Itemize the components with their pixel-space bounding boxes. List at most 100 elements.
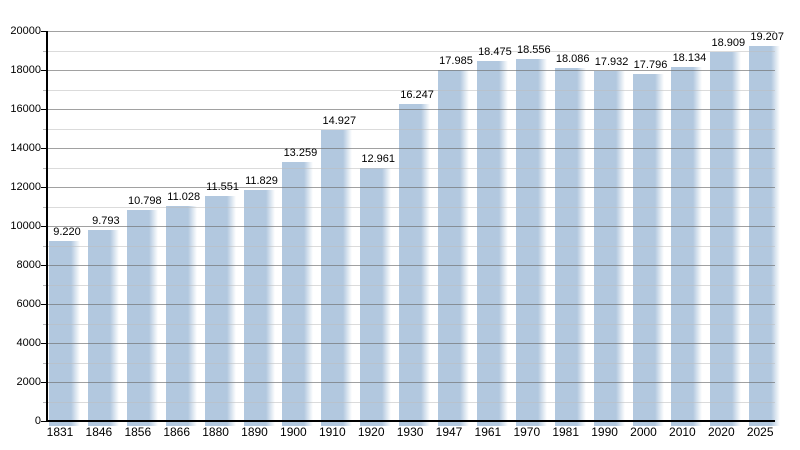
y-gridline-minor — [47, 206, 775, 208]
bar-value-label: 17.796 — [633, 58, 668, 71]
x-tick-label: 1920 — [357, 425, 385, 439]
bar — [671, 67, 703, 426]
bar-value-label: 13.259 — [283, 147, 318, 160]
y-tick-label: 2000 — [16, 376, 41, 388]
y-tick-label: 20000 — [10, 25, 41, 37]
bar — [438, 70, 469, 426]
bar-value-label: 18.086 — [555, 53, 590, 66]
y-axis-minor-tick — [43, 167, 47, 169]
y-axis-tick — [41, 70, 47, 71]
y-gridline-major — [47, 343, 775, 344]
y-axis-minor-tick — [43, 128, 47, 130]
y-gridline-minor — [47, 167, 775, 169]
x-tick-label: 1910 — [318, 425, 346, 439]
x-tick-label: 2020 — [707, 425, 735, 439]
y-axis-tick — [41, 148, 47, 149]
bar — [126, 210, 158, 426]
x-tick-label: 1947 — [435, 425, 463, 439]
y-tick-label: 6000 — [16, 298, 41, 310]
bar — [710, 52, 742, 426]
x-tick-label: 1880 — [202, 425, 229, 439]
y-gridline-minor — [47, 362, 775, 364]
y-axis-line — [46, 31, 48, 422]
y-tick-label: 14000 — [10, 142, 41, 154]
y-axis-minor-tick — [43, 50, 47, 52]
x-tick-label: 1970 — [513, 425, 541, 439]
y-axis-tick — [41, 421, 47, 422]
bar-value-label: 11.829 — [245, 175, 278, 188]
y-axis-tick — [41, 187, 47, 188]
x-tick-label: 1866 — [163, 425, 191, 439]
x-tick-label: 1930 — [396, 425, 424, 439]
y-gridline-major — [47, 382, 775, 383]
y-gridline-minor — [47, 128, 775, 130]
y-tick-label: 18000 — [10, 64, 41, 76]
y-tick-label: 16000 — [10, 103, 41, 115]
y-tick-label: 12000 — [10, 181, 41, 193]
bar-value-label: 19.207 — [750, 31, 785, 44]
x-tick-label: 1846 — [85, 425, 113, 439]
bar-value-label: 18.134 — [672, 52, 707, 65]
y-axis-tick — [41, 265, 47, 266]
y-axis-minor-tick — [43, 206, 47, 208]
y-gridline-major — [47, 148, 775, 149]
bar-value-label: 18.909 — [711, 37, 746, 50]
y-axis-tick — [41, 343, 47, 344]
y-axis-tick — [41, 31, 47, 32]
y-gridline-major — [47, 70, 775, 71]
x-tick-label: 1900 — [280, 425, 307, 439]
x-tick-label: 1890 — [241, 425, 268, 439]
bar — [87, 230, 119, 426]
bar — [360, 168, 392, 426]
bar — [632, 73, 664, 426]
y-tick-label: 10000 — [10, 220, 41, 232]
y-axis-minor-tick — [43, 284, 47, 286]
bar — [282, 162, 314, 426]
bar-value-label: 17.985 — [439, 55, 473, 68]
bar-value-label: 10.798 — [127, 195, 162, 208]
y-axis-tick — [41, 109, 47, 110]
y-gridline-minor — [47, 245, 775, 247]
y-axis-minor-tick — [43, 323, 47, 325]
bar-value-label: 12.961 — [361, 153, 396, 166]
y-gridline-major — [47, 109, 775, 110]
bar — [49, 241, 80, 426]
bar-value-label: 11.551 — [206, 180, 239, 193]
bar — [243, 190, 275, 426]
bar-value-label: 17.932 — [594, 56, 629, 69]
x-tick-label: 2010 — [669, 425, 696, 439]
y-axis-tick — [41, 226, 47, 227]
y-tick-label: 0 — [34, 415, 41, 427]
bar-value-label: 9.793 — [92, 215, 120, 228]
bar — [554, 68, 586, 426]
y-axis-tick — [41, 304, 47, 305]
y-gridline-major — [47, 31, 775, 32]
y-gridline-minor — [47, 50, 775, 52]
y-tick-label: 8000 — [16, 259, 41, 271]
bar — [515, 59, 547, 426]
bar-value-label: 9.220 — [53, 226, 81, 239]
x-tick-label: 1990 — [591, 425, 618, 439]
y-gridline-minor — [47, 89, 775, 91]
y-gridline-major — [47, 187, 775, 188]
bar — [204, 195, 236, 426]
y-gridline-minor — [47, 323, 775, 325]
y-gridline-minor — [47, 401, 775, 403]
bar — [165, 205, 197, 426]
y-axis-minor-tick — [43, 362, 47, 364]
bar-value-label: 11.028 — [167, 190, 201, 203]
y-axis-minor-tick — [43, 401, 47, 403]
x-tick-label: 1981 — [552, 425, 580, 439]
bar-value-label: 16.247 — [400, 89, 434, 102]
y-axis-minor-tick — [43, 89, 47, 91]
bar — [321, 129, 353, 426]
y-gridline-major — [47, 226, 775, 227]
y-axis-minor-tick — [43, 245, 47, 247]
y-tick-label: 4000 — [16, 337, 41, 349]
bar-value-label: 18.475 — [478, 45, 512, 58]
bar — [593, 71, 625, 426]
bar-value-label: 18.556 — [516, 44, 551, 57]
x-tick-label: 2025 — [746, 425, 774, 439]
x-tick-label: 1831 — [46, 425, 74, 439]
